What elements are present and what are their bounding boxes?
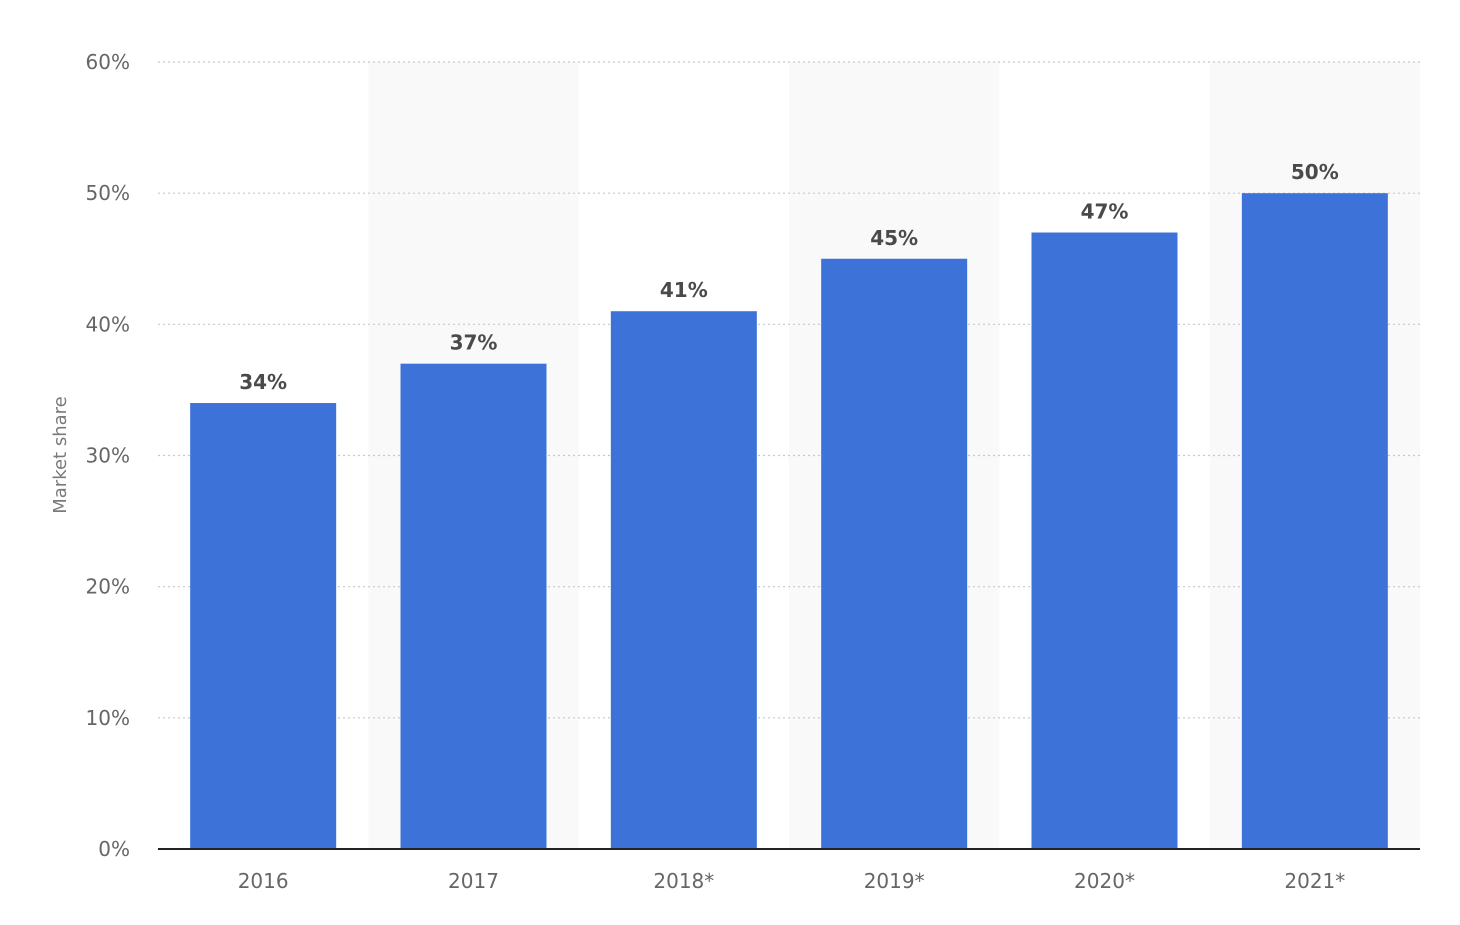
- bar-2020[interactable]: [1031, 232, 1178, 849]
- x-tick-label: 2021*: [1284, 869, 1345, 893]
- y-tick-label: 0%: [98, 837, 130, 861]
- data-label: 34%: [239, 370, 287, 394]
- bar-2017[interactable]: [400, 363, 547, 849]
- y-tick-label: 50%: [86, 181, 130, 205]
- y-tick-label: 30%: [86, 444, 130, 468]
- y-axis-title: Market share: [50, 396, 71, 514]
- gridlines: [158, 61, 1420, 719]
- y-tick-label: 10%: [86, 706, 130, 730]
- data-labels: 34% 37% 41% 45% 47% 50%: [239, 160, 1339, 394]
- x-tick-label: 2016: [238, 869, 289, 893]
- x-tick-label: 2019*: [864, 869, 925, 893]
- x-tick-label: 2018*: [653, 869, 714, 893]
- y-axis-ticks: 0% 10% 20% 30% 40% 50% 60%: [86, 50, 130, 861]
- x-tick-label: 2020*: [1074, 869, 1135, 893]
- bar-2019[interactable]: [821, 258, 968, 849]
- bar-2018[interactable]: [610, 311, 757, 849]
- data-label: 37%: [450, 331, 498, 355]
- x-tick-label: 2017: [448, 869, 499, 893]
- data-label: 50%: [1291, 160, 1339, 184]
- bars: [190, 193, 1388, 849]
- y-tick-label: 60%: [86, 50, 130, 74]
- data-label: 47%: [1081, 200, 1129, 224]
- y-tick-label: 40%: [86, 312, 130, 336]
- x-axis-ticks: 2016 2017 2018* 2019* 2020* 2021*: [238, 869, 1346, 893]
- data-label: 45%: [870, 226, 918, 250]
- data-label: 41%: [660, 278, 708, 302]
- y-tick-label: 20%: [86, 575, 130, 599]
- bar-2021[interactable]: [1241, 193, 1388, 849]
- bar-2016[interactable]: [190, 403, 337, 849]
